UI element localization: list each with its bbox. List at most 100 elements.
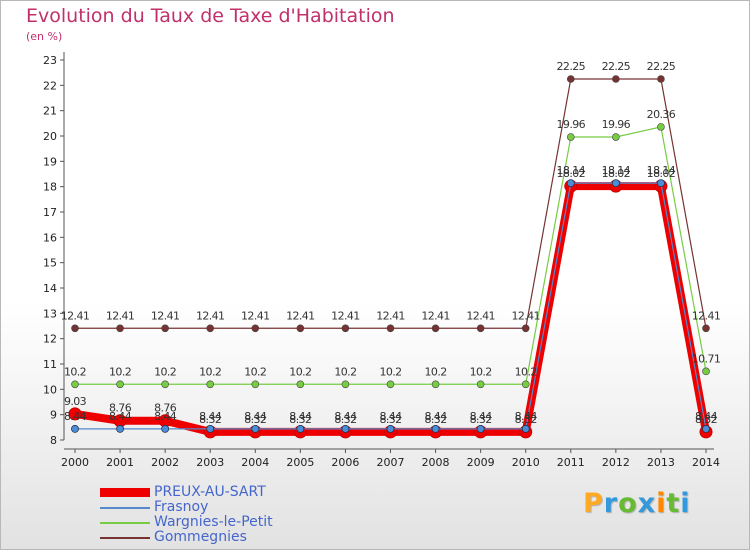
data-label: 8.44 <box>379 410 402 423</box>
data-point-wargnies-le-petit <box>341 380 350 389</box>
legend-item: Wargnies-le-Petit <box>100 515 273 530</box>
data-label: 10.2 <box>515 365 537 378</box>
y-axis-unit-label: (en %) <box>26 30 63 43</box>
y-tick-label: 20 <box>43 130 57 143</box>
data-point-frasnoy-top <box>296 425 305 433</box>
data-label: 8.32 <box>244 413 266 426</box>
y-tick-label: 23 <box>43 54 57 67</box>
data-label: 10.71 <box>692 352 721 365</box>
data-label: 18.02 <box>557 167 586 180</box>
data-label: 10.2 <box>379 365 401 378</box>
data-label: 10.2 <box>109 365 131 378</box>
y-tick-label: 12 <box>43 333 57 346</box>
data-point-wargnies-le-petit <box>386 380 395 389</box>
data-point-wargnies-le-petit <box>116 380 124 389</box>
data-point-frasnoy-top <box>206 425 215 433</box>
data-label: 18.14 <box>647 164 676 177</box>
series-line-frasnoy <box>74 182 707 430</box>
y-tick-label: 10 <box>43 383 57 396</box>
y-tick-label: 17 <box>43 206 57 219</box>
legend-item: Frasnoy <box>100 500 273 515</box>
y-tick-label: 13 <box>43 307 57 320</box>
legend-label: Gommegnies <box>154 529 247 545</box>
data-label: 12.41 <box>511 309 540 322</box>
data-point-gommegnies <box>476 324 485 333</box>
series-layer <box>68 75 713 439</box>
data-point-frasnoy-top <box>702 425 710 433</box>
x-tick-label: 2001 <box>106 456 134 469</box>
x-tick-label: 2009 <box>467 456 495 469</box>
data-label: 8.32 <box>695 413 717 426</box>
data-point-gommegnies <box>251 324 260 333</box>
y-tick-label: 18 <box>43 181 57 194</box>
data-label: 8.44 <box>199 410 222 423</box>
data-point-frasnoy-top <box>71 425 79 433</box>
data-label: 10.2 <box>289 365 311 378</box>
data-point-wargnies-le-petit <box>71 380 79 389</box>
data-label: 8.44 <box>425 410 448 423</box>
data-point-frasnoy-top <box>431 425 440 433</box>
data-label: 12.41 <box>331 309 360 322</box>
data-point-wargnies-le-petit <box>612 133 620 141</box>
data-point-gommegnies <box>341 324 350 333</box>
data-point-gommegnies <box>612 75 620 83</box>
data-point-frasnoy-top <box>566 179 575 187</box>
data-point-preux-au-sart <box>68 407 82 421</box>
legend-label: PREUX-AU-SART <box>154 484 266 500</box>
data-point-frasnoy-top <box>116 425 124 433</box>
y-tick-label: 15 <box>43 257 57 270</box>
data-point-wargnies-le-petit <box>251 380 260 389</box>
data-point-frasnoy-top <box>341 425 350 433</box>
data-label: 12.41 <box>196 309 225 322</box>
data-label: 12.41 <box>61 309 90 322</box>
y-tick-label: 22 <box>43 79 57 92</box>
data-label: 18.02 <box>647 167 676 180</box>
x-tick-label: 2005 <box>286 456 314 469</box>
legend-label: Wargnies-le-Petit <box>154 514 273 530</box>
data-point-wargnies-le-petit <box>206 380 215 389</box>
data-label: 8.44 <box>154 410 177 423</box>
data-label: 12.41 <box>692 309 721 322</box>
data-label: 22.25 <box>557 60 586 73</box>
data-label: 8.44 <box>695 410 718 423</box>
data-label: 8.32 <box>379 413 401 426</box>
y-tick-label: 21 <box>43 105 57 118</box>
data-point-wargnies-le-petit <box>521 380 530 389</box>
data-point-gommegnies <box>116 324 124 333</box>
data-label: 10.2 <box>244 365 266 378</box>
x-tick-label: 2010 <box>512 456 540 469</box>
legend-swatch <box>100 521 150 524</box>
data-label: 18.02 <box>602 167 631 180</box>
data-point-gommegnies <box>206 324 215 333</box>
x-tick-label: 2012 <box>602 456 630 469</box>
data-label-layer: 12.41 12.41 12.41 12.41 12.41 12.41 12.41 12.41… <box>61 60 721 426</box>
data-label: 8.44 <box>64 410 87 423</box>
legend: PREUX-AU-SART Frasnoy Wargnies-le-Petit Gom… <box>100 485 273 545</box>
data-point-frasnoy-top <box>657 179 665 187</box>
data-label: 12.41 <box>106 309 135 322</box>
data-label: 19.96 <box>602 118 631 131</box>
series-line-gommegnies <box>74 78 707 329</box>
y-tick-label: 19 <box>43 155 57 168</box>
x-tick-label: 2006 <box>331 456 359 469</box>
y-tick-label: 9 <box>50 409 57 422</box>
data-label: 8.44 <box>334 410 357 423</box>
data-label: 12.41 <box>466 309 495 322</box>
data-point-frasnoy-top <box>521 425 530 433</box>
data-label: 10.2 <box>334 365 356 378</box>
data-label: 8.32 <box>334 413 356 426</box>
data-point-wargnies-le-petit <box>161 380 169 389</box>
y-tick-label: 16 <box>43 231 57 244</box>
data-point-wargnies-le-petit <box>657 123 665 131</box>
data-label: 20.36 <box>647 108 676 121</box>
data-point-gommegnies <box>657 75 665 83</box>
data-point-gommegnies <box>566 75 575 83</box>
data-point-gommegnies <box>521 324 530 333</box>
data-label: 8.76 <box>154 402 177 415</box>
legend-item: PREUX-AU-SART <box>100 485 273 500</box>
data-point-gommegnies <box>161 324 169 333</box>
data-label: 18.14 <box>557 164 586 177</box>
data-label: 8.32 <box>199 413 221 426</box>
